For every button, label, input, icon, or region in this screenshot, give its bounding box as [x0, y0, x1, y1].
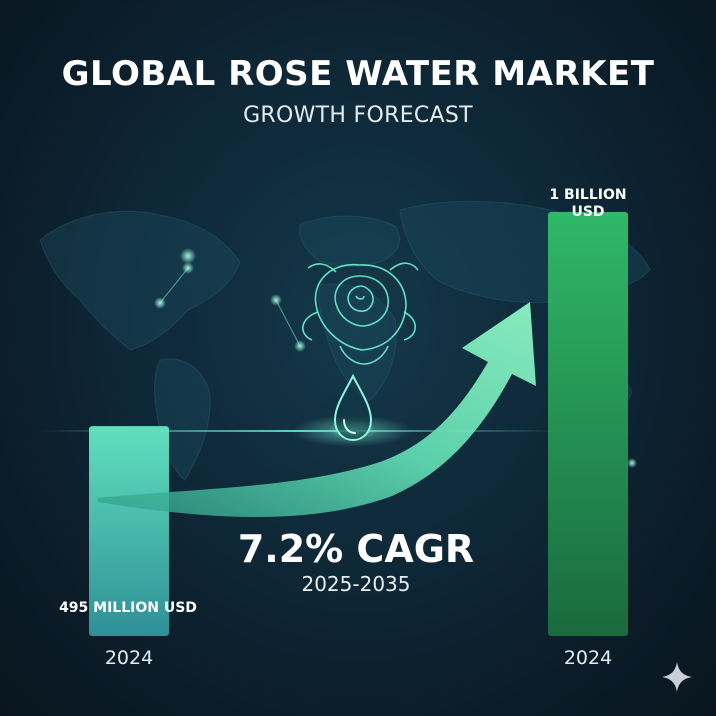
cagr-period: 2025-2035 [301, 572, 411, 596]
bar-1 [548, 212, 628, 636]
chart-labels: 2024 495 MILLION USD 2024 1 BILLION USD [59, 187, 627, 669]
rose-icon [302, 262, 419, 365]
tick-label-0: 2024 [105, 647, 153, 669]
bar-series [89, 212, 628, 636]
page-subtitle: GROWTH FORECAST [243, 103, 473, 128]
growth-arrow [98, 302, 536, 517]
bar-0 [89, 426, 169, 636]
network-decoration [154, 248, 637, 468]
tick-label-1: 2024 [564, 647, 612, 669]
page-title: GLOBAL ROSE WATER MARKET [61, 54, 655, 94]
cagr-label: 7.2% CAGR [237, 527, 475, 571]
data-label-0: 495 MILLION USD [59, 600, 197, 616]
sparkle-icon [662, 662, 692, 692]
water-drop-icon [329, 373, 377, 442]
data-label-1: 1 BILLION USD [549, 187, 626, 220]
